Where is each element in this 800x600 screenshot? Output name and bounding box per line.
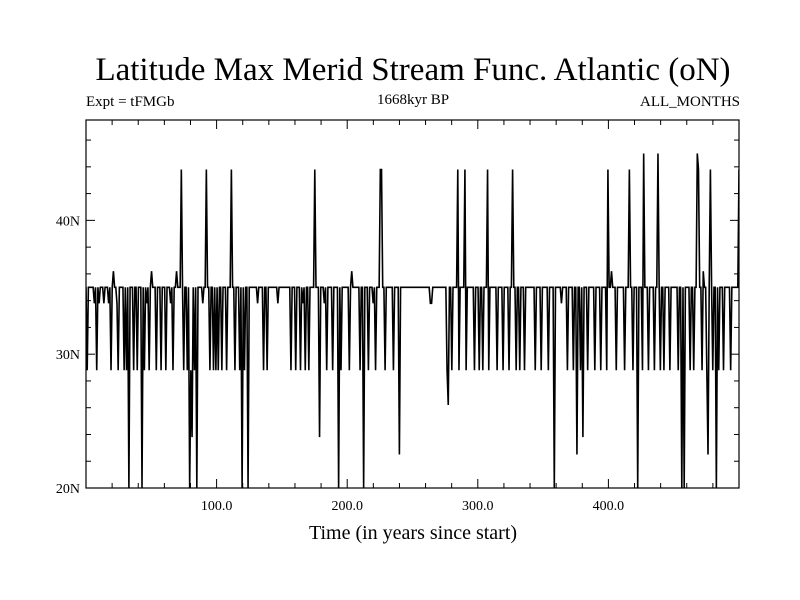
y-tick-label: 40N xyxy=(56,214,80,229)
period-label: 1668kyr BP xyxy=(377,92,449,108)
x-axis-label: Time (in years since start) xyxy=(309,522,517,544)
y-tick-label: 30N xyxy=(56,348,80,363)
series-layer xyxy=(86,153,739,488)
experiment-label: Expt = tFMGb xyxy=(86,94,174,110)
tick-labels: 100.0 200.0 300.0 400.0 20N 30N 40N xyxy=(56,214,624,514)
months-label: ALL_MONTHS xyxy=(640,94,740,110)
x-tick-label: 400.0 xyxy=(593,499,625,514)
x-tick-label: 300.0 xyxy=(462,499,494,514)
series-line xyxy=(86,153,739,488)
axis-ticks xyxy=(86,120,739,488)
x-tick-label: 100.0 xyxy=(201,499,233,514)
chart-title: Latitude Max Merid Stream Func. Atlantic… xyxy=(95,52,730,88)
y-tick-label: 20N xyxy=(56,482,80,497)
x-tick-label: 200.0 xyxy=(331,499,363,514)
